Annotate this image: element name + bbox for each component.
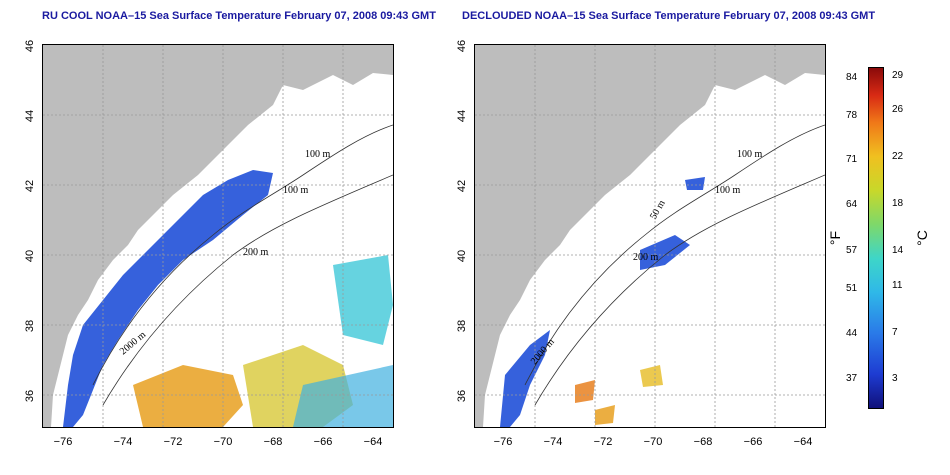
x-tick: −70 [643,436,663,448]
x-tick: −64 [363,436,383,448]
colorbar-f-label: 78 [846,110,858,121]
x-tick: −72 [163,436,183,448]
cold-water-region [63,170,273,427]
colorbar-f-label: 64 [846,199,858,210]
unit-celsius: °C [913,230,930,246]
colorbar-c-label: 29 [892,70,904,81]
y-tick: 44 [456,109,468,123]
colorbar-c-label: 3 [892,373,898,384]
x-tick: −76 [53,436,73,448]
y-tick: 38 [456,319,468,333]
x-tick: −66 [743,436,763,448]
land-mass [43,45,393,427]
left-sst-map: 100 m 100 m 200 m 2000 m [42,44,394,428]
cyan-water-patch [333,255,393,345]
land-mass [475,45,825,427]
contour-label: 50 m [648,198,668,221]
contour-label: 100 m [737,149,763,160]
colorbar-c-label: 22 [892,151,904,162]
colorbar-c-label: 26 [892,104,904,115]
contour-label: 100 m [715,185,741,196]
contour-label: 200 m [633,252,659,263]
y-tick: 36 [456,389,468,403]
cyan-water-patch [293,365,393,427]
x-tick: −72 [593,436,613,448]
colorbar-f-label: 51 [846,283,858,294]
x-tick: −68 [263,436,283,448]
x-tick: −74 [113,436,133,448]
y-tick: 40 [456,249,468,263]
colorbar-f-label: 84 [846,72,858,83]
x-tick: −64 [793,436,813,448]
contour-label: 200 m [243,247,269,258]
y-tick: 44 [24,109,36,123]
colorbar-f-label: 37 [846,373,858,384]
y-tick: 42 [24,179,36,193]
x-tick: −66 [313,436,333,448]
temperature-colorbar [868,67,884,409]
left-panel-title: RU COOL NOAA–15 Sea Surface Temperature … [42,10,436,22]
colorbar-c-label: 11 [892,280,903,291]
warm-water-patch [640,365,663,387]
colorbar-c-label: 7 [892,327,898,338]
warm-water-patch [595,405,615,425]
y-tick: 42 [456,179,468,193]
unit-fahrenheit: °F [827,230,844,246]
warm-water-patch [575,380,595,403]
contour-label: 100 m [305,149,331,160]
y-tick: 46 [456,39,468,53]
y-tick: 36 [24,389,36,403]
colorbar-f-label: 57 [846,245,858,256]
colorbar-c-label: 14 [892,245,904,256]
x-tick: −76 [493,436,513,448]
cold-water-region [500,330,550,427]
x-tick: −68 [693,436,713,448]
x-tick: −70 [213,436,233,448]
colorbar-f-label: 71 [846,154,858,165]
warm-water-patch [133,365,243,427]
cold-water-region [640,235,690,270]
y-tick: 38 [24,319,36,333]
contour-label: 100 m [283,185,309,196]
y-tick: 46 [24,39,36,53]
cold-water-region [685,177,705,190]
right-sst-map: 100 m 100 m 200 m 50 m 2000 m [474,44,826,428]
colorbar-f-label: 44 [846,328,858,339]
x-tick: −74 [543,436,563,448]
colorbar-c-label: 18 [892,198,904,209]
y-tick: 40 [24,249,36,263]
right-panel-title: DECLOUDED NOAA–15 Sea Surface Temperatur… [462,10,876,22]
